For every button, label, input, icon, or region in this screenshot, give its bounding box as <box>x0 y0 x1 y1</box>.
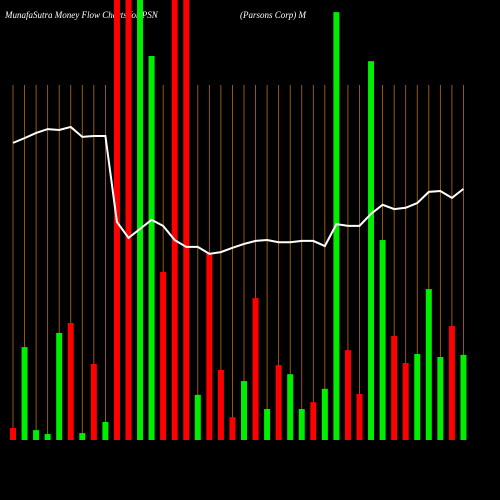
bar <box>252 298 259 440</box>
bar <box>171 0 178 440</box>
bar <box>56 332 63 440</box>
bar <box>206 253 213 440</box>
bar <box>321 388 328 440</box>
bar <box>402 363 409 440</box>
bar <box>379 240 386 440</box>
bar <box>67 323 74 440</box>
bar <box>287 374 294 440</box>
bar <box>194 394 201 440</box>
bar <box>275 365 282 440</box>
bar <box>264 409 271 440</box>
bar <box>344 350 351 440</box>
bar <box>125 0 132 440</box>
bar <box>310 402 317 440</box>
bar <box>90 363 97 440</box>
bar <box>79 433 86 440</box>
bar <box>425 289 432 440</box>
bar <box>391 335 398 440</box>
chart-title: MunafaSutra Money Flow Charts for PSN <box>4 10 159 20</box>
bar <box>21 347 28 440</box>
bar <box>368 61 375 441</box>
bar <box>298 409 305 440</box>
bar <box>148 56 155 440</box>
bar <box>33 430 40 440</box>
bar <box>183 0 190 440</box>
bar <box>137 0 144 440</box>
bar <box>448 326 455 440</box>
bar <box>460 354 467 440</box>
lines <box>12 125 465 255</box>
bar <box>229 417 236 440</box>
chart-subtitle: (Parsons Corp) M <box>240 10 307 20</box>
bar <box>44 433 51 440</box>
bar <box>217 369 224 440</box>
bar <box>437 357 444 440</box>
bar <box>356 393 363 440</box>
bar <box>102 421 109 440</box>
mfi-line <box>12 125 465 255</box>
bar <box>241 381 247 440</box>
bar <box>160 271 167 440</box>
bar <box>10 427 16 440</box>
bar <box>414 354 421 440</box>
